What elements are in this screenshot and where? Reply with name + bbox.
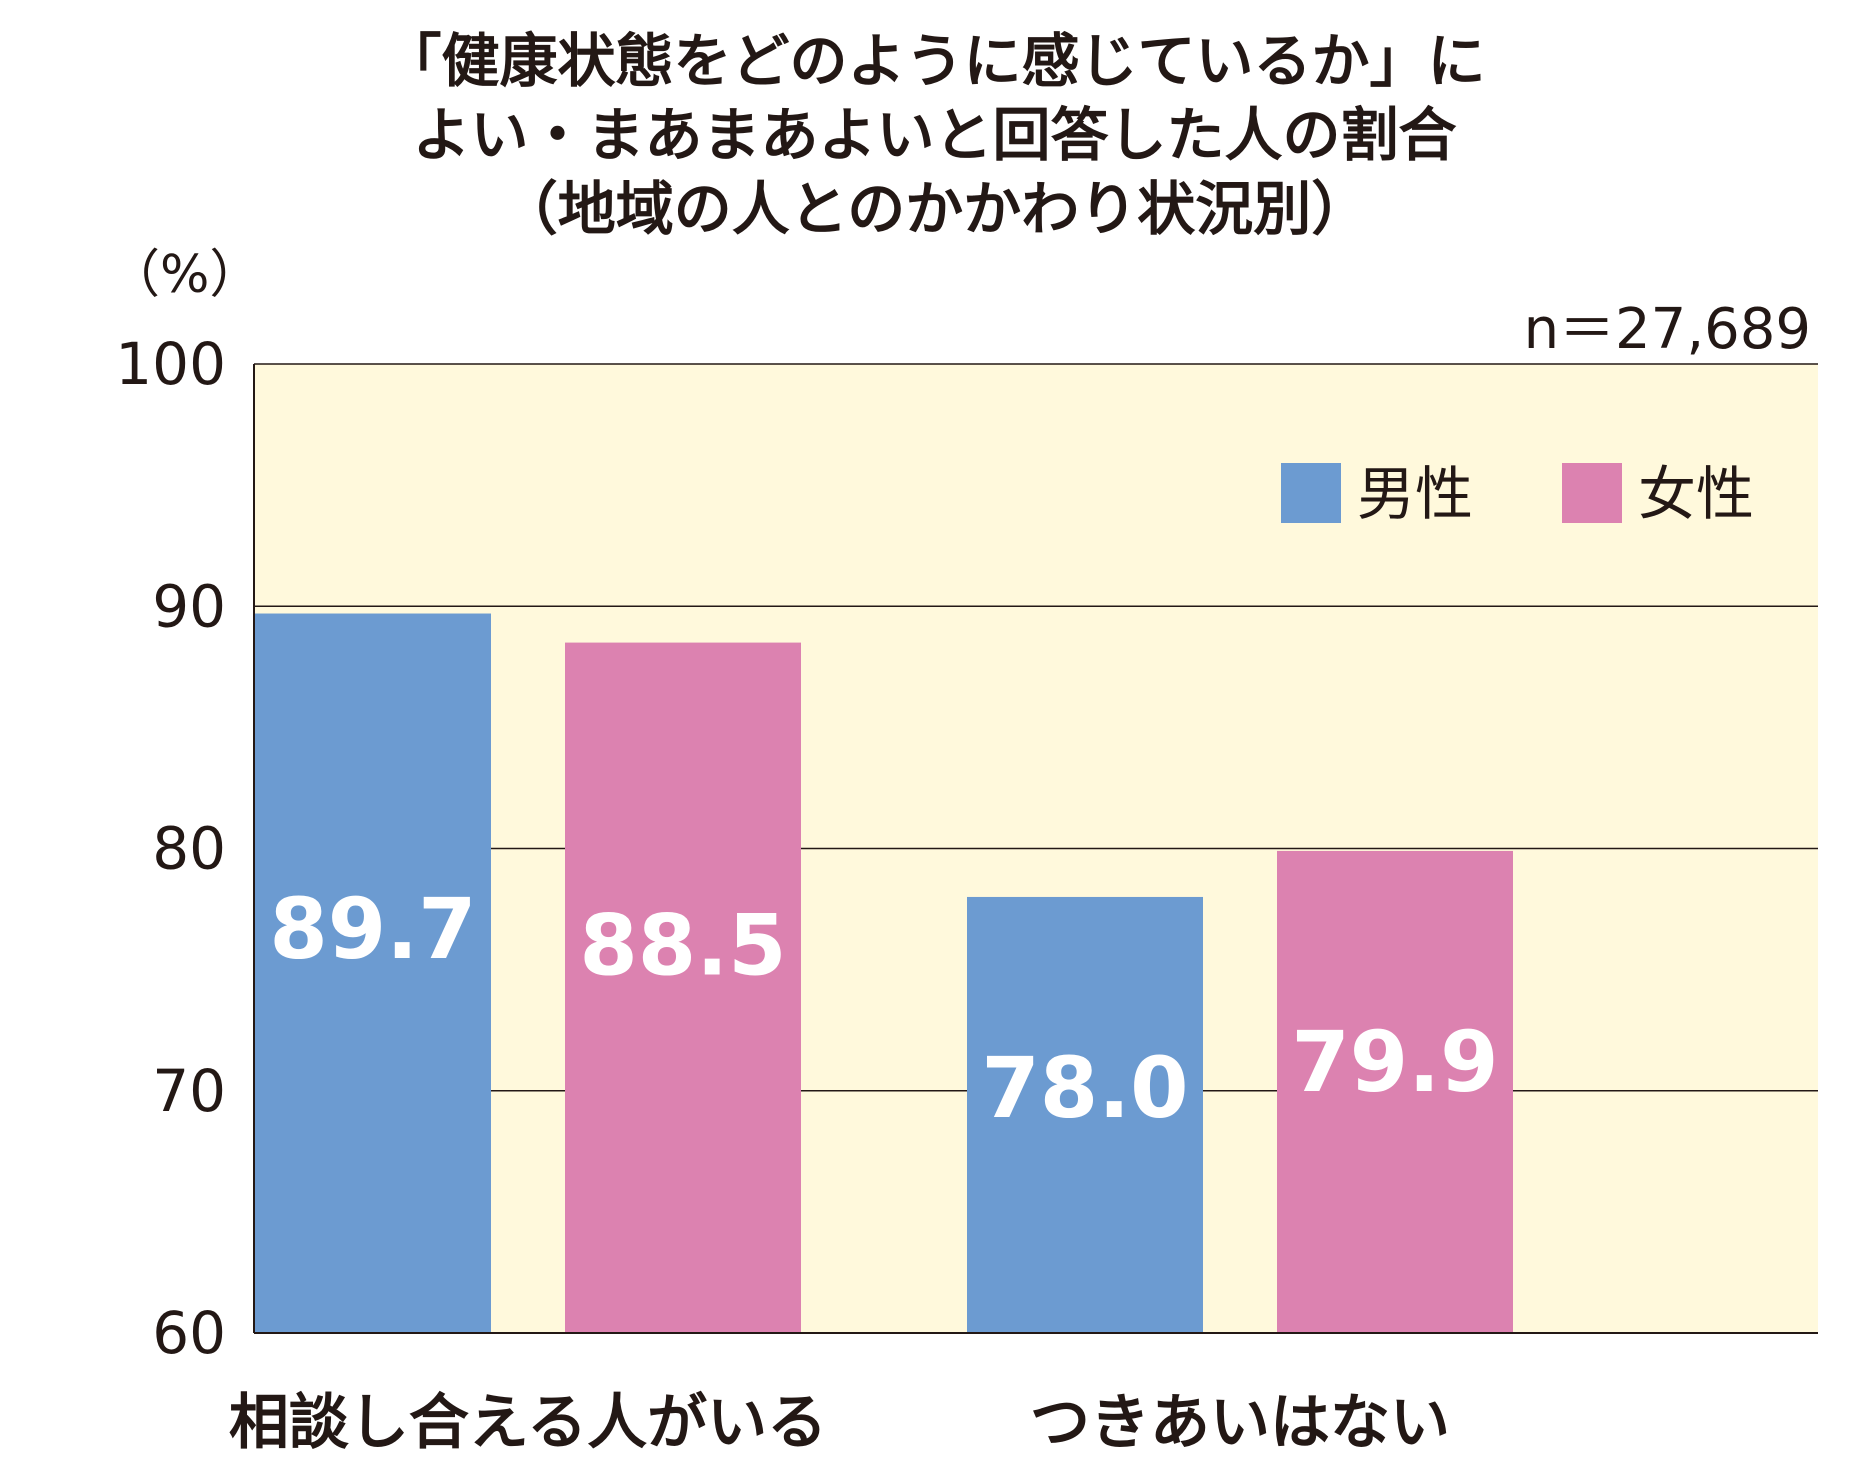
bar-male-2 [967,896,1203,1333]
chart-title-line-1: 「健康状態をどのように感じているか」に [383,27,1486,95]
y-tick-label: 100 [115,330,226,398]
y-axis-unit-label: （%） [108,245,262,305]
bar-value-label: 79.9 [1291,1013,1498,1111]
chart-title-line-2: よい・まあまあよいと回答した人の割合 [412,101,1457,169]
legend-label: 女性 [1638,460,1754,528]
bar-value-label: 89.7 [269,880,476,978]
y-tick-label: 70 [152,1057,226,1125]
y-tick-label: 90 [152,572,226,640]
bar-value-label: 88.5 [579,896,786,994]
y-tick-label: 80 [152,815,226,883]
legend-swatch-male [1281,463,1341,523]
chart-title-line-3: （地域の人とのかかわり状況別） [499,175,1370,243]
legend-label: 男性 [1357,460,1473,528]
sample-size-label: n＝27,689 [1523,297,1811,362]
y-tick-label: 60 [152,1299,226,1367]
x-category-label: 相談し合える人がいる [229,1388,827,1458]
x-category-label: つきあいはない [1030,1388,1450,1458]
legend-swatch-female [1562,463,1622,523]
bar-female-2 [1277,850,1513,1333]
bar-female-1 [565,642,801,1333]
chart-title: 「健康状態をどのように感じているか」に よい・まあまあよいと回答した人の割合 （… [0,24,1869,246]
bar-male-1 [255,613,491,1333]
bar-value-label: 78.0 [981,1039,1188,1137]
